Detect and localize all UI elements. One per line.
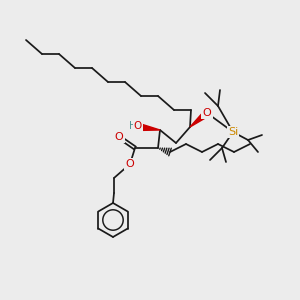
Text: H: H (129, 121, 137, 131)
Polygon shape (139, 124, 160, 130)
Text: O: O (126, 159, 134, 169)
Text: O: O (115, 132, 123, 142)
Polygon shape (190, 110, 209, 127)
Text: O: O (202, 108, 211, 118)
Text: Si: Si (228, 127, 238, 137)
Text: O: O (134, 121, 142, 131)
